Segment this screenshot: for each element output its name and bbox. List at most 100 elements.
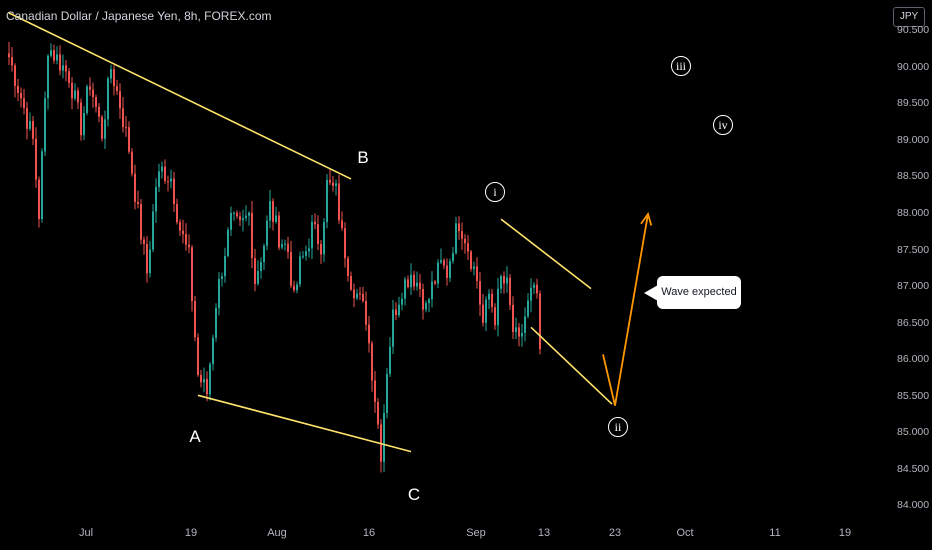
candle bbox=[80, 98, 82, 141]
candle bbox=[146, 236, 148, 283]
candle bbox=[53, 44, 55, 64]
x-tick-label: Sep bbox=[466, 527, 486, 539]
candle bbox=[251, 201, 253, 269]
wave-label-C: C bbox=[407, 485, 421, 505]
candle bbox=[524, 307, 526, 342]
candle bbox=[203, 367, 205, 393]
candle bbox=[11, 47, 13, 72]
candle bbox=[323, 218, 325, 263]
candle bbox=[29, 112, 31, 131]
candle bbox=[329, 169, 331, 186]
candle bbox=[230, 206, 232, 236]
currency-badge[interactable]: JPY bbox=[893, 7, 925, 27]
candle bbox=[254, 248, 256, 292]
candle bbox=[485, 296, 487, 332]
candle bbox=[143, 236, 145, 255]
candle bbox=[449, 258, 451, 282]
candle bbox=[452, 246, 454, 264]
candle bbox=[68, 67, 70, 88]
candle bbox=[275, 206, 277, 224]
candle bbox=[512, 296, 514, 340]
candle bbox=[482, 294, 484, 327]
candle bbox=[104, 110, 106, 149]
candle bbox=[179, 219, 181, 237]
candle bbox=[404, 276, 406, 306]
candle bbox=[134, 164, 136, 210]
trendline[interactable] bbox=[500, 218, 592, 290]
candle bbox=[125, 115, 127, 137]
candle bbox=[395, 302, 397, 321]
candle bbox=[374, 370, 376, 413]
candle bbox=[137, 190, 139, 209]
candle bbox=[440, 248, 442, 265]
candle bbox=[128, 121, 130, 155]
candle bbox=[101, 115, 103, 142]
wave-expected-callout: Wave expected bbox=[657, 276, 741, 309]
projection-path[interactable] bbox=[602, 213, 649, 406]
y-tick-label: 84.500 bbox=[897, 462, 930, 475]
candle bbox=[266, 215, 268, 251]
candle bbox=[272, 198, 274, 231]
x-tick-label: 19 bbox=[838, 527, 852, 539]
candle bbox=[410, 263, 412, 295]
candle bbox=[287, 236, 289, 259]
candle bbox=[86, 84, 88, 116]
candle bbox=[386, 368, 388, 419]
candle bbox=[200, 369, 202, 388]
candle bbox=[305, 245, 307, 261]
candle bbox=[239, 211, 241, 227]
wave-label-A: A bbox=[189, 426, 201, 446]
candle bbox=[116, 79, 118, 95]
candle bbox=[158, 163, 160, 192]
candle bbox=[380, 419, 382, 473]
candle bbox=[194, 295, 196, 342]
candle bbox=[74, 83, 76, 101]
candle bbox=[257, 260, 259, 286]
candle bbox=[44, 91, 46, 157]
candle bbox=[77, 87, 79, 109]
candle bbox=[464, 234, 466, 254]
x-tick-label: Oct bbox=[676, 527, 694, 539]
candle bbox=[488, 289, 490, 310]
y-tick-label: 89.500 bbox=[897, 97, 930, 110]
candle bbox=[527, 293, 529, 319]
candle bbox=[71, 76, 73, 110]
candle bbox=[332, 176, 334, 192]
candle bbox=[515, 317, 517, 340]
candle bbox=[377, 398, 379, 430]
candle bbox=[248, 211, 250, 226]
trendline[interactable] bbox=[8, 12, 352, 180]
candle bbox=[8, 41, 10, 66]
candle bbox=[164, 159, 166, 184]
candle bbox=[17, 78, 19, 102]
candle bbox=[362, 286, 364, 303]
trendline[interactable] bbox=[530, 326, 613, 405]
y-tick-label: 90.500 bbox=[897, 24, 930, 37]
candle bbox=[467, 235, 469, 261]
candle bbox=[38, 176, 40, 228]
candle bbox=[497, 277, 499, 337]
candle bbox=[95, 94, 97, 113]
candle bbox=[176, 198, 178, 225]
candle bbox=[236, 210, 238, 219]
candle bbox=[23, 88, 25, 115]
candle bbox=[20, 87, 22, 108]
candle bbox=[341, 211, 343, 231]
candle bbox=[413, 270, 415, 291]
candle bbox=[371, 340, 373, 392]
x-tick-label: 13 bbox=[537, 527, 551, 539]
candle bbox=[344, 222, 346, 268]
trendline[interactable] bbox=[197, 394, 412, 453]
candle bbox=[263, 243, 265, 271]
candle bbox=[119, 83, 121, 119]
candle bbox=[65, 59, 67, 82]
candle bbox=[41, 148, 43, 223]
candle bbox=[365, 291, 367, 331]
candle bbox=[59, 45, 61, 76]
x-tick-label: 19 bbox=[184, 527, 198, 539]
candle bbox=[398, 296, 400, 318]
candle bbox=[308, 238, 310, 258]
candle bbox=[245, 205, 247, 222]
candle bbox=[215, 303, 217, 342]
